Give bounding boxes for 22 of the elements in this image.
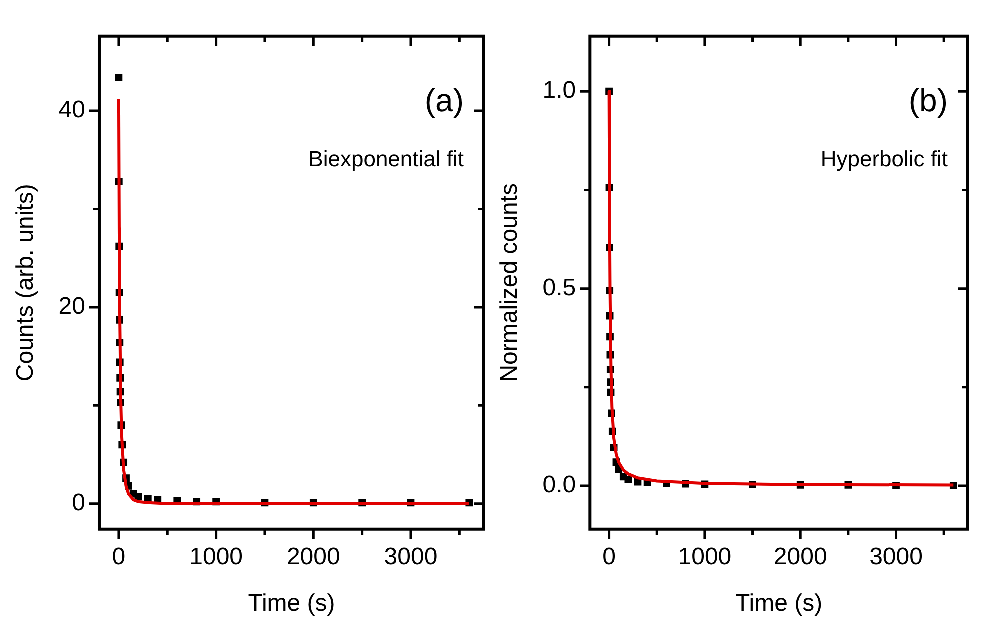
x-tick-label: 2000 xyxy=(774,543,828,570)
annotation: (a) xyxy=(424,82,464,118)
x-tick-label: 1000 xyxy=(190,543,243,570)
y-tick-label: 0.0 xyxy=(542,472,576,499)
annotation: Hyperbolic fit xyxy=(820,146,948,172)
x-tick-label: 0 xyxy=(112,543,126,570)
annotation: Biexponential fit xyxy=(308,146,464,172)
x-axis-title: Time (s) xyxy=(736,590,823,618)
annotation: (b) xyxy=(908,82,948,118)
x-axis-title: Time (s) xyxy=(248,590,336,618)
y-tick-label: 40 xyxy=(58,96,86,124)
y-tick-label: 20 xyxy=(58,293,86,320)
y-tick-label: 0 xyxy=(72,489,86,516)
y-axis-title: Normalized counts xyxy=(496,184,524,382)
x-tick-label: 3000 xyxy=(384,543,438,570)
y-tick-label: 0.5 xyxy=(542,274,576,302)
x-tick-label: 2000 xyxy=(286,543,340,570)
y-axis-title: Counts (arb. units) xyxy=(12,184,40,382)
x-tick-label: 1000 xyxy=(678,543,732,570)
x-tick-label: 3000 xyxy=(870,543,923,570)
y-tick-label: 1.0 xyxy=(542,77,576,104)
x-tick-label: 0 xyxy=(602,543,616,570)
